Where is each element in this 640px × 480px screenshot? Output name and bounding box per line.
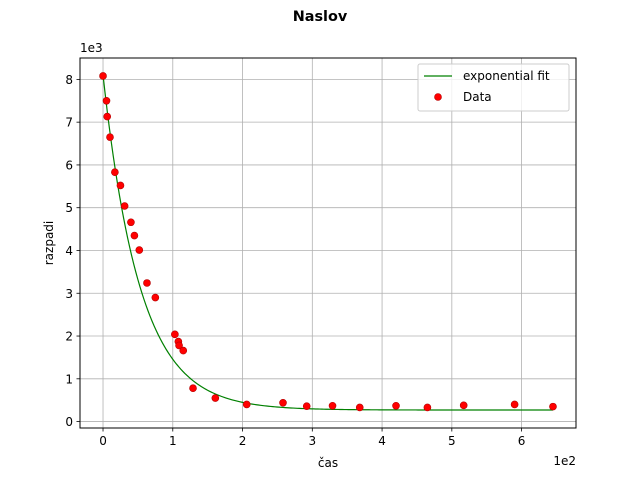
legend-box <box>417 63 570 112</box>
data-point <box>151 293 160 302</box>
data-point <box>328 401 337 410</box>
data-point <box>143 279 151 287</box>
fit-curve <box>102 75 553 411</box>
x-tick-label: 6 <box>518 434 526 448</box>
grid <box>80 58 576 428</box>
legend: exponential fit Data <box>417 63 570 112</box>
data-point <box>106 133 114 141</box>
data-point <box>111 168 119 177</box>
data-point <box>549 402 557 411</box>
legend-data-label: Data <box>463 90 492 104</box>
chart-title: Naslov <box>293 9 348 25</box>
x-tick-label: 3 <box>308 434 316 448</box>
legend-fit-label: exponential fit <box>463 69 550 83</box>
data-point <box>510 400 519 409</box>
data-point <box>135 246 144 254</box>
y-tick-label: 2 <box>65 330 73 344</box>
data-point <box>211 394 220 402</box>
y-tick-label: 6 <box>65 158 73 172</box>
data-point <box>116 181 125 190</box>
points-layer <box>99 72 557 412</box>
x-tick-label: 5 <box>448 434 456 448</box>
data-point <box>355 403 364 412</box>
data-point <box>130 231 139 240</box>
y-tick-label: 4 <box>65 244 73 258</box>
y-axis-ticks: 0 1 2 3 4 5 6 7 8 <box>65 73 80 429</box>
y-tick-label: 1 <box>65 372 73 386</box>
data-point <box>103 112 112 121</box>
data-point <box>171 330 179 339</box>
plot-frame <box>79 57 577 429</box>
y-axis-multiplier: 1e3 <box>80 41 103 55</box>
data-point <box>179 346 188 355</box>
data-point <box>120 202 129 210</box>
y-tick-label: 3 <box>65 287 73 301</box>
x-tick-label: 1 <box>169 434 177 448</box>
x-tick-label: 0 <box>99 434 107 448</box>
x-tick-label: 2 <box>239 434 247 448</box>
legend-data-swatch <box>434 93 442 101</box>
x-tick-label: 4 <box>378 434 386 448</box>
y-tick-label: 5 <box>65 201 73 215</box>
y-tick-label: 8 <box>65 73 73 87</box>
y-tick-label: 0 <box>65 415 73 429</box>
data-point <box>279 398 287 407</box>
data-point <box>392 401 400 410</box>
y-axis-label: razpadi <box>42 221 56 266</box>
data-point <box>459 401 468 410</box>
y-tick-label: 7 <box>65 116 73 130</box>
x-axis-label: čas <box>318 456 338 470</box>
data-point <box>423 403 432 412</box>
data-point <box>99 72 107 80</box>
data-point <box>102 96 111 105</box>
data-point <box>242 400 251 409</box>
data-point <box>127 218 135 227</box>
data-point <box>302 402 311 410</box>
x-axis-ticks: 0 1 2 3 4 5 6 <box>99 428 525 448</box>
x-axis-multiplier: 1e2 <box>553 454 576 468</box>
data-point <box>189 384 197 393</box>
data-point <box>175 341 183 350</box>
fit-layer <box>102 75 553 411</box>
